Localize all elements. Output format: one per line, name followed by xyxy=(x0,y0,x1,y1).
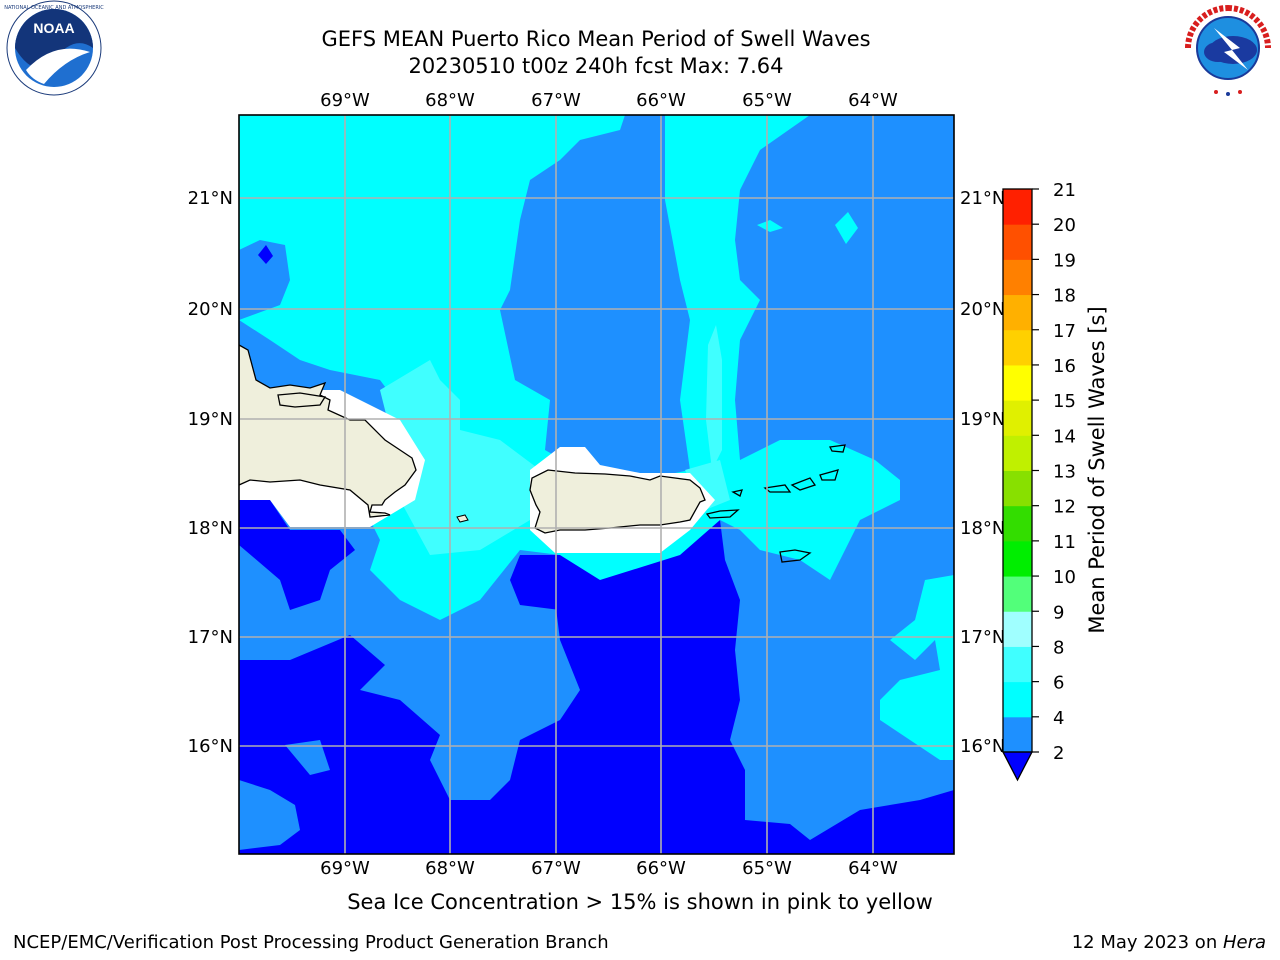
colorbar-tick-label: 12 xyxy=(1053,497,1076,518)
lat-label-right: 18°N xyxy=(960,518,1005,539)
lon-label-bottom: 64°W xyxy=(848,858,898,879)
land-virgin-islands xyxy=(705,444,846,563)
lon-label-bottom: 68°W xyxy=(425,858,475,879)
lat-label-right: 19°N xyxy=(960,409,1005,430)
lat-label-right: 20°N xyxy=(960,299,1005,320)
colorbar-tick-label: 9 xyxy=(1053,602,1064,623)
swell-field-mid-nw xyxy=(239,240,290,320)
colorbar-swatch xyxy=(1003,540,1032,577)
lat-label-right: 17°N xyxy=(960,627,1005,648)
colorbar-under-arrow xyxy=(1001,751,1034,782)
colorbar-tick-label: 4 xyxy=(1053,708,1064,729)
swell-field-dark-dot xyxy=(258,245,273,264)
footer-branch: NCEP/EMC/Verification Post Processing Pr… xyxy=(13,932,609,953)
lon-label-top: 66°W xyxy=(636,90,686,111)
colorbar-swatch xyxy=(1003,435,1032,471)
colorbar-tick-label: 17 xyxy=(1053,321,1076,342)
colorbar-tick-label: 20 xyxy=(1053,215,1076,236)
swell-field-lighter-east xyxy=(706,325,722,470)
graticule xyxy=(239,115,954,854)
swell-field-mid-patch xyxy=(239,780,300,850)
swell-field-light-ne2 xyxy=(757,220,783,232)
colorbar-tick-label: 10 xyxy=(1053,567,1076,588)
colorbar-swatch xyxy=(1003,294,1032,331)
svg-text:NATIONAL OCEANIC AND ATMOSPHER: NATIONAL OCEANIC AND ATMOSPHERIC xyxy=(4,5,104,11)
lat-label-left: 21°N xyxy=(188,188,233,209)
land-hispaniola xyxy=(239,344,417,518)
colorbar-tick-label: 21 xyxy=(1053,180,1076,201)
swell-field-lighter-east2 xyxy=(685,460,730,510)
land-hispaniola-peninsula xyxy=(277,392,327,408)
lon-label-top: 69°W xyxy=(320,90,370,111)
footer-host: Hera xyxy=(1222,932,1266,953)
colorbar xyxy=(1001,188,1034,782)
colorbar-tick-label: 18 xyxy=(1053,286,1076,307)
colorbar-swatch xyxy=(1003,189,1032,225)
colorbar-tick-label: 6 xyxy=(1053,673,1064,694)
lon-label-bottom: 66°W xyxy=(636,858,686,879)
lat-label-right: 16°N xyxy=(960,736,1005,757)
noaa-logo: NOAA NATIONAL OCEANIC AND ATMOSPHERIC xyxy=(4,0,104,96)
colorbar-tick-label: 8 xyxy=(1053,637,1064,658)
lon-label-top: 64°W xyxy=(848,90,898,111)
lat-label-left: 17°N xyxy=(188,627,233,648)
lon-label-top: 68°W xyxy=(425,90,475,111)
colorbar-swatch xyxy=(1003,329,1032,366)
footer-date-text: 12 May 2023 on xyxy=(1071,932,1223,953)
svg-text:NOAA: NOAA xyxy=(33,20,74,36)
lat-label-left: 18°N xyxy=(188,518,233,539)
caption: Sea Ice Concentration > 15% is shown in … xyxy=(0,890,1280,914)
land-mona-island xyxy=(456,514,469,523)
lat-label-right: 21°N xyxy=(960,188,1005,209)
swell-field-light-se xyxy=(880,575,954,760)
colorbar-ticks: 2 4 6 8 9 10 11 12 13 14 15 16 17 18 19 20 21 xyxy=(1032,180,1076,764)
lon-label-top: 65°W xyxy=(742,90,792,111)
caption-text: Sea Ice Concentration > 15% is shown in … xyxy=(347,890,933,914)
lon-label-bottom: 69°W xyxy=(320,858,370,879)
colorbar-swatch xyxy=(1003,224,1032,260)
colorbar-tick-label: 13 xyxy=(1053,462,1076,483)
colorbar-swatch xyxy=(1003,505,1032,542)
colorbar-tick-label: 11 xyxy=(1053,532,1076,553)
colorbar-swatch xyxy=(1003,716,1032,753)
swell-field-mid-patch2 xyxy=(285,740,330,775)
colorbar-title: Mean Period of Swell Waves [s] xyxy=(1085,306,1109,634)
lat-label-left: 20°N xyxy=(188,299,233,320)
swell-field-light-ne xyxy=(835,212,858,244)
lon-label-top: 67°W xyxy=(531,90,581,111)
colorbar-swatch xyxy=(1003,400,1032,436)
lat-label-left: 16°N xyxy=(188,736,233,757)
colorbar-tick-label: 19 xyxy=(1053,250,1076,271)
footer-date: 12 May 2023 on Hera xyxy=(1072,932,1266,953)
colorbar-swatch xyxy=(1003,364,1032,401)
colorbar-tick-label: 16 xyxy=(1053,356,1076,377)
swell-field-lighter-center xyxy=(380,360,540,555)
colorbar-tick-label: 14 xyxy=(1053,426,1076,447)
nws-logo xyxy=(1182,2,1274,96)
colorbar-tick-label: 2 xyxy=(1053,743,1064,764)
chart-title: GEFS MEAN Puerto Rico Mean Period of Swe… xyxy=(321,27,871,51)
colorbar-swatch xyxy=(1003,470,1032,507)
lon-label-bottom: 65°W xyxy=(742,858,792,879)
colorbar-swatch xyxy=(1003,681,1032,718)
map-frame xyxy=(238,114,955,855)
colorbar-swatch xyxy=(1003,611,1032,647)
colorbar-swatch xyxy=(1003,576,1032,612)
swell-field-dark-south xyxy=(239,520,954,854)
chart-subtitle: 20230510 t00z 240h fcst Max: 7.64 xyxy=(408,54,784,78)
map-panel xyxy=(239,115,954,854)
colorbar-swatch xyxy=(1003,259,1032,296)
colorbar-tick-label: 15 xyxy=(1053,391,1076,412)
colorbar-swatch xyxy=(1003,646,1032,683)
lat-label-left: 19°N xyxy=(188,409,233,430)
swell-field-dark-mona xyxy=(510,555,560,610)
lon-label-bottom: 67°W xyxy=(531,858,581,879)
